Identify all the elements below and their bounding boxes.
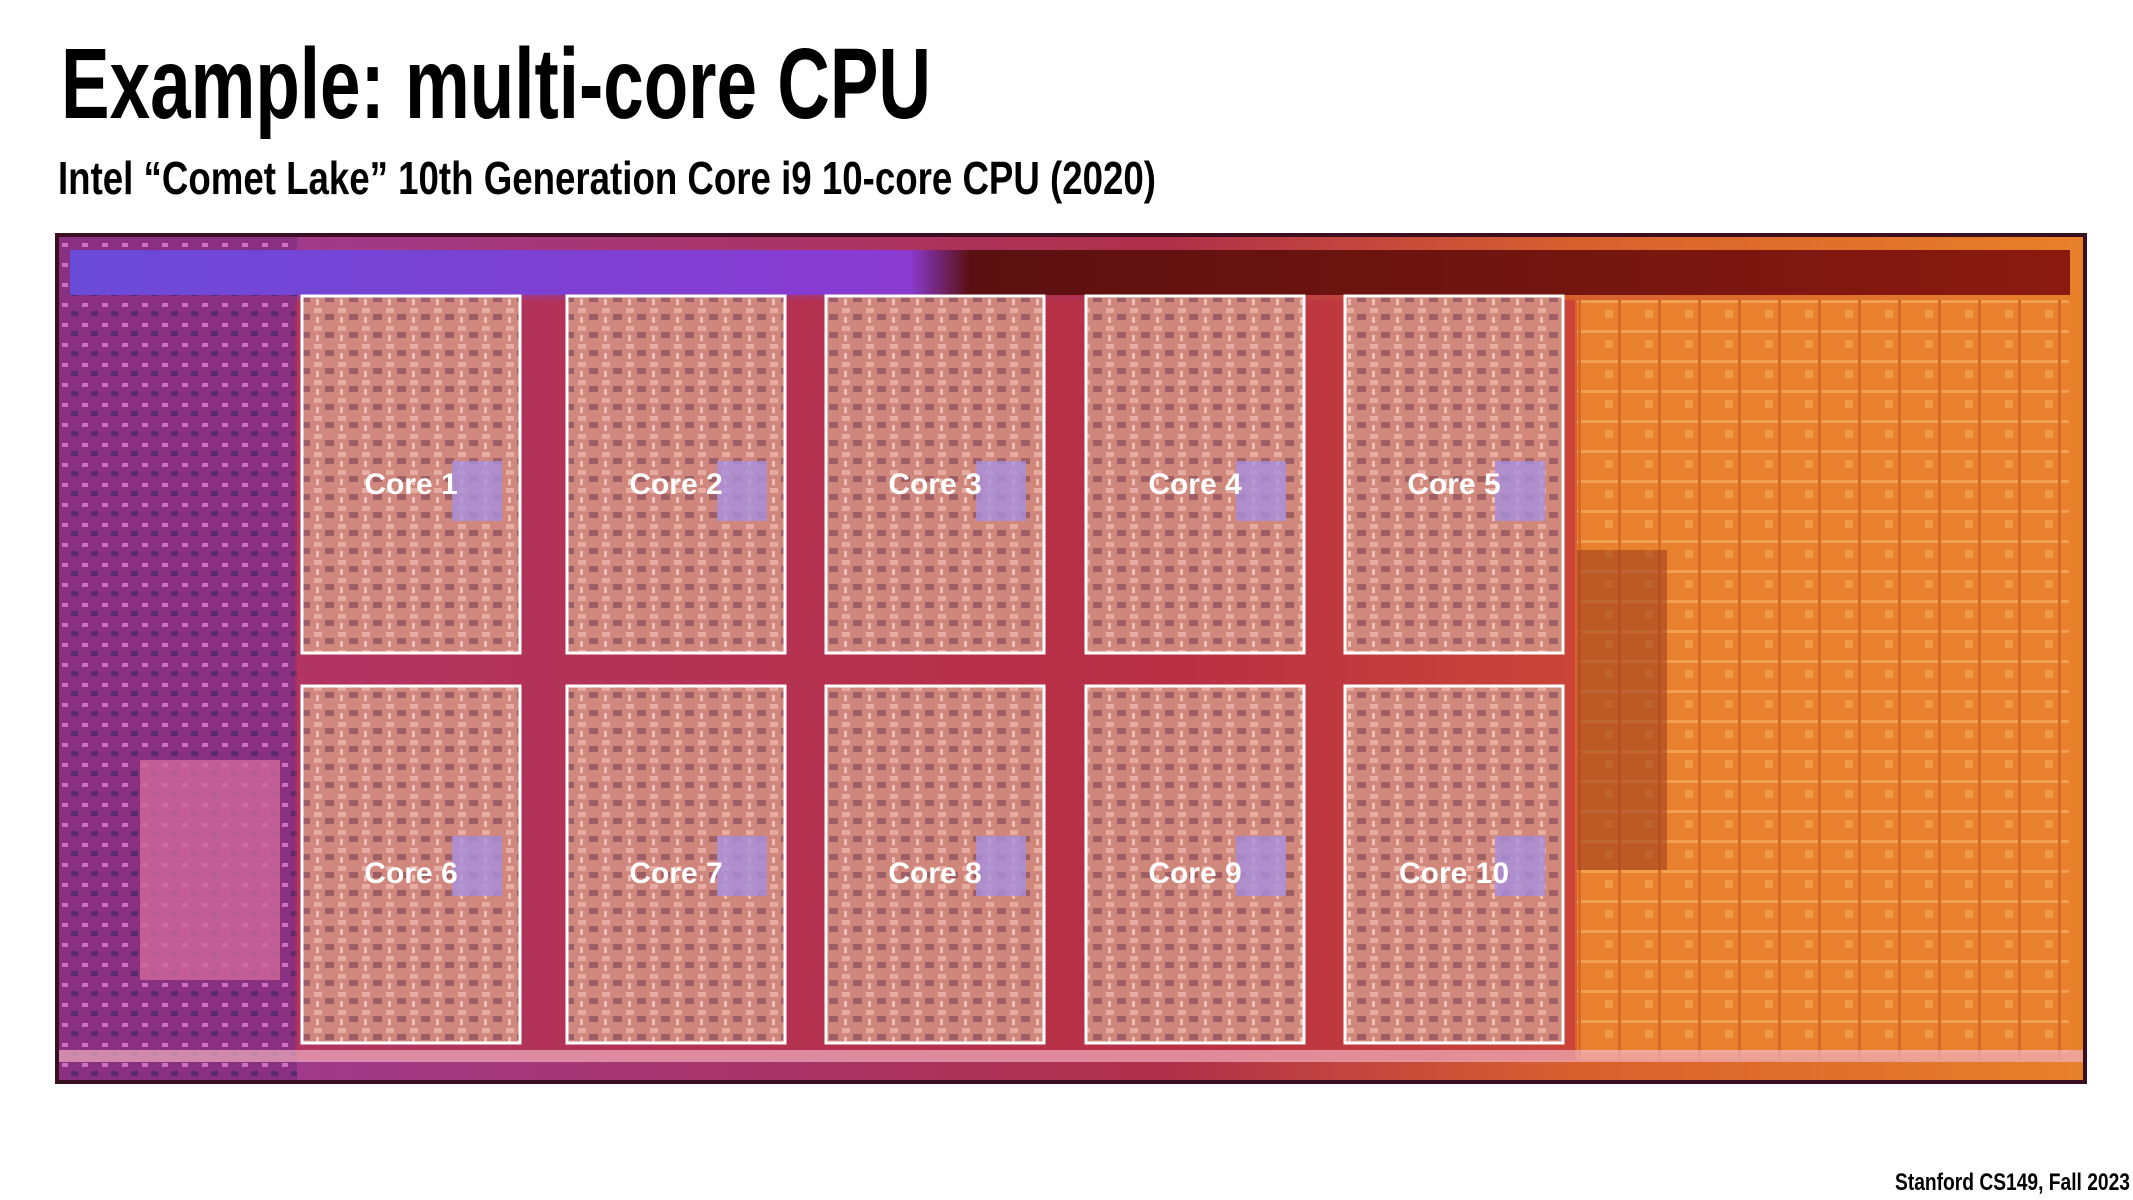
core-label: Core 6 bbox=[364, 857, 457, 890]
core-cache bbox=[1236, 836, 1286, 896]
core-cache bbox=[976, 461, 1026, 521]
core-cache bbox=[717, 461, 767, 521]
footer: Stanford CS149, Fall 2023 bbox=[1895, 1169, 2130, 1196]
core-label: Core 3 bbox=[888, 468, 981, 501]
core-label: Core 5 bbox=[1407, 468, 1500, 501]
core-label: Core 7 bbox=[629, 857, 722, 890]
core-cache bbox=[452, 461, 502, 521]
core-cache bbox=[1495, 836, 1545, 896]
core-label: Core 9 bbox=[1148, 857, 1241, 890]
core-label: Core 2 bbox=[629, 468, 722, 501]
core-label: Core 4 bbox=[1148, 468, 1242, 501]
core-cache bbox=[452, 836, 502, 896]
core-cache bbox=[976, 836, 1026, 896]
core-cache bbox=[1495, 461, 1545, 521]
core-label: Core 8 bbox=[888, 857, 981, 890]
title: Example: multi-core CPU bbox=[61, 28, 931, 140]
core-label: Core 10 bbox=[1399, 857, 1509, 890]
cores: Core 1 Core 2 Core 3 Core 4 Core 5 Core 6 Core… bbox=[300, 294, 1565, 1045]
core-cache bbox=[1236, 461, 1286, 521]
core-cache bbox=[717, 836, 767, 896]
subtitle: Intel “Comet Lake” 10th Generation Core … bbox=[58, 152, 1156, 204]
core-label: Core 1 bbox=[364, 468, 457, 501]
